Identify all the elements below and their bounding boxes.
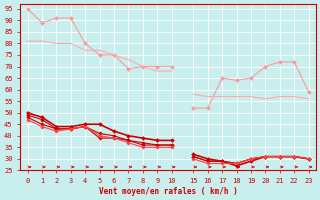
X-axis label: Vent moyen/en rafales ( km/h ): Vent moyen/en rafales ( km/h ) [99,187,237,196]
